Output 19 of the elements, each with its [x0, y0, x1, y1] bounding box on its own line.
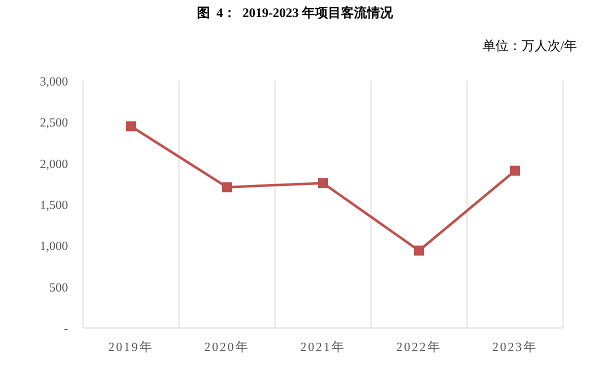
x-tick-label: 2022年 [396, 340, 442, 354]
y-tick-label: 2,000 [40, 156, 68, 171]
y-tick-label: 3,000 [40, 74, 68, 88]
y-tick-label: 2,500 [40, 116, 68, 130]
x-tick-label: 2021年 [300, 340, 346, 354]
x-tick-label: 2019年 [108, 340, 154, 354]
point [126, 121, 136, 132]
x-tick-label: 2023年 [492, 340, 538, 354]
point [222, 182, 232, 192]
point [414, 246, 424, 256]
y-tick-label: 1,500 [40, 198, 68, 212]
y-tick-label: 500 [49, 280, 68, 294]
point [510, 166, 520, 176]
text: 单位：万人次/年 [482, 38, 577, 53]
point [318, 178, 328, 188]
y-tick-label: - [64, 322, 68, 336]
x-tick-label: 2020年 [204, 340, 250, 354]
chart-title: 图 4： 2019-2023 年项目客流情况 [196, 5, 394, 20]
y-tick-label: 1,000 [40, 239, 68, 254]
